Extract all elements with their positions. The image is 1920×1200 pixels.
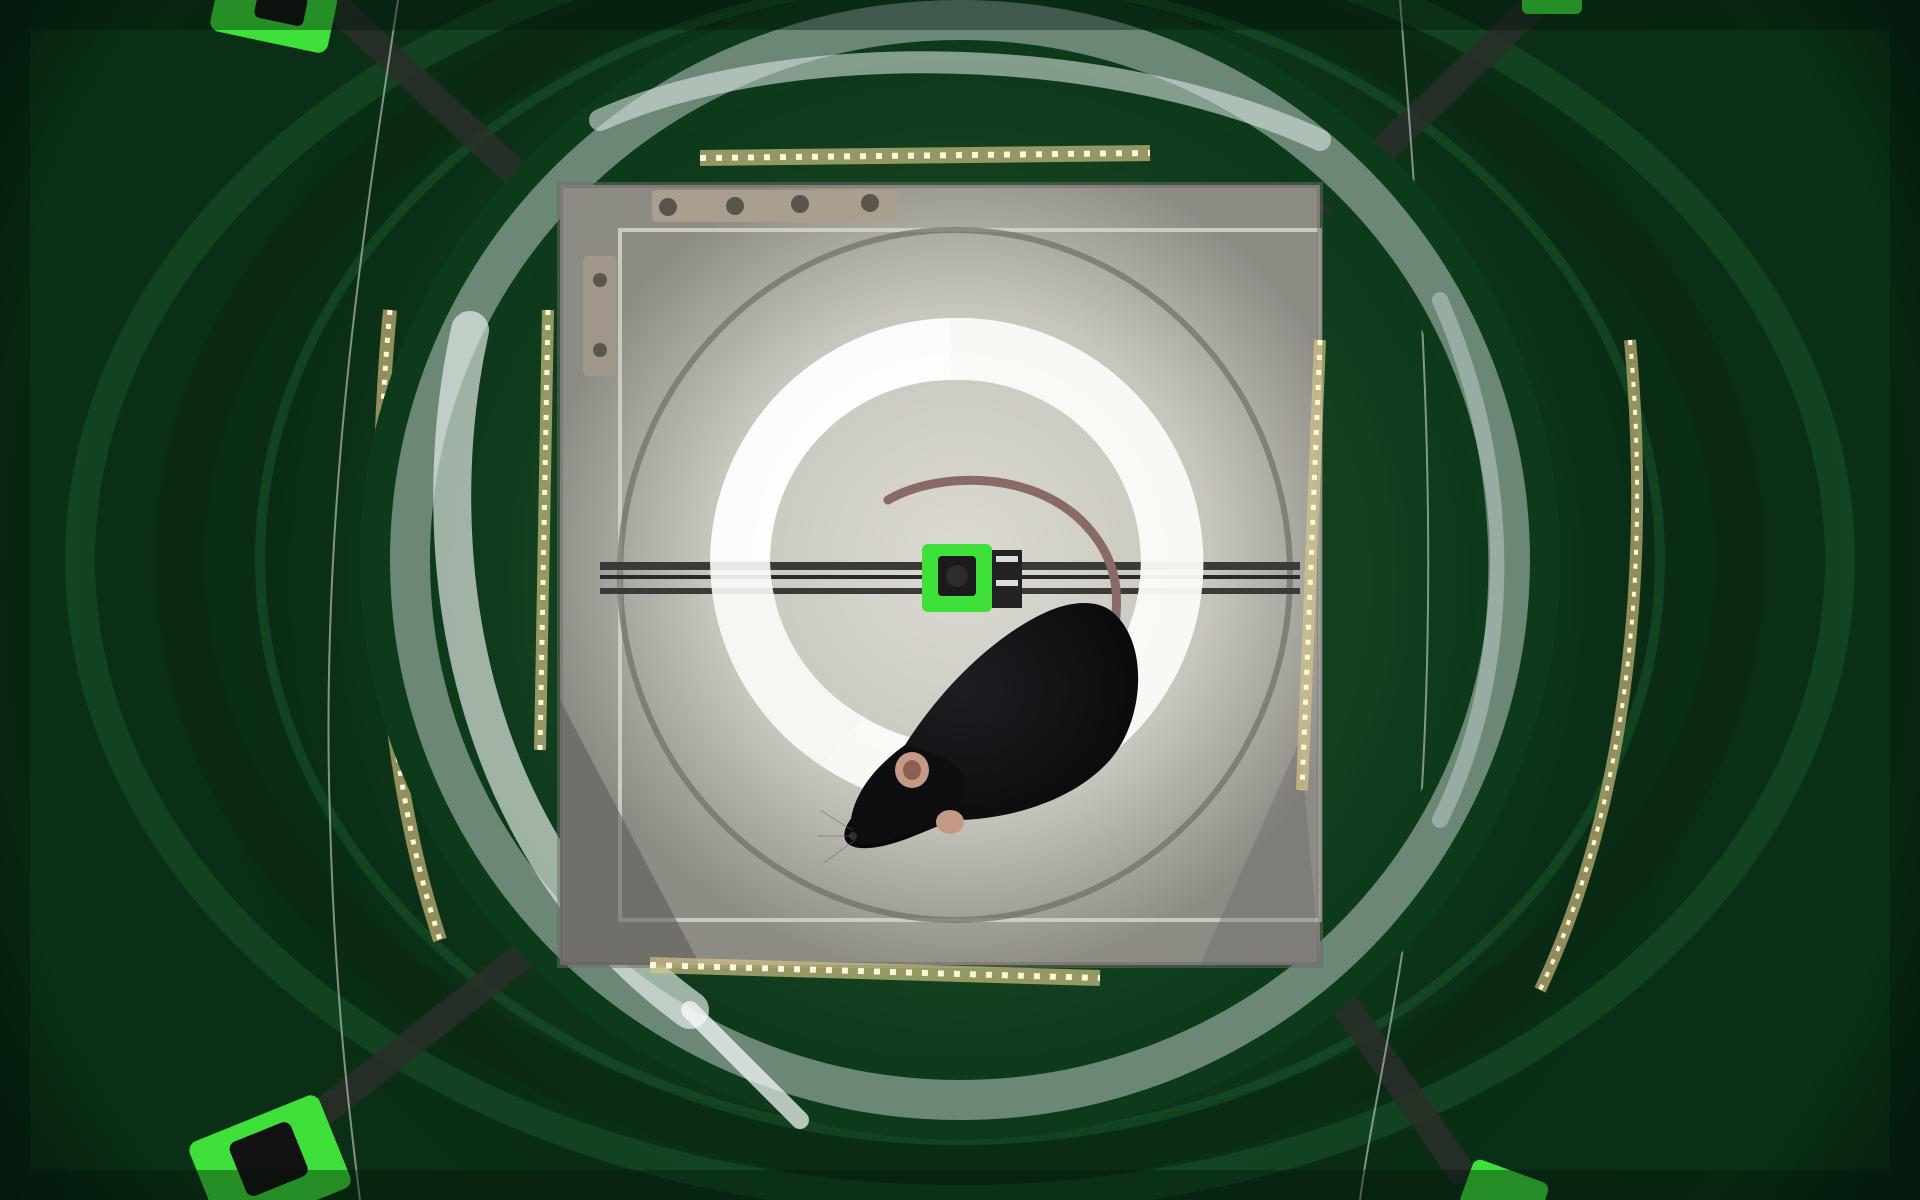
mouse-icon	[818, 603, 1139, 863]
corner-camera-bottom-right	[1460, 1159, 1549, 1200]
corner-camera-top-right	[1522, 0, 1582, 14]
inner-led-strips	[534, 145, 1326, 986]
mouse-ear-right	[936, 810, 964, 834]
glass-ring	[360, 0, 1560, 1140]
metal-brackets	[583, 190, 897, 376]
outer-led-strip-right	[1534, 339, 1644, 993]
center-camera	[922, 544, 1022, 612]
mouse-tail	[883, 475, 1122, 630]
corner-camera-top-left	[210, 0, 337, 53]
